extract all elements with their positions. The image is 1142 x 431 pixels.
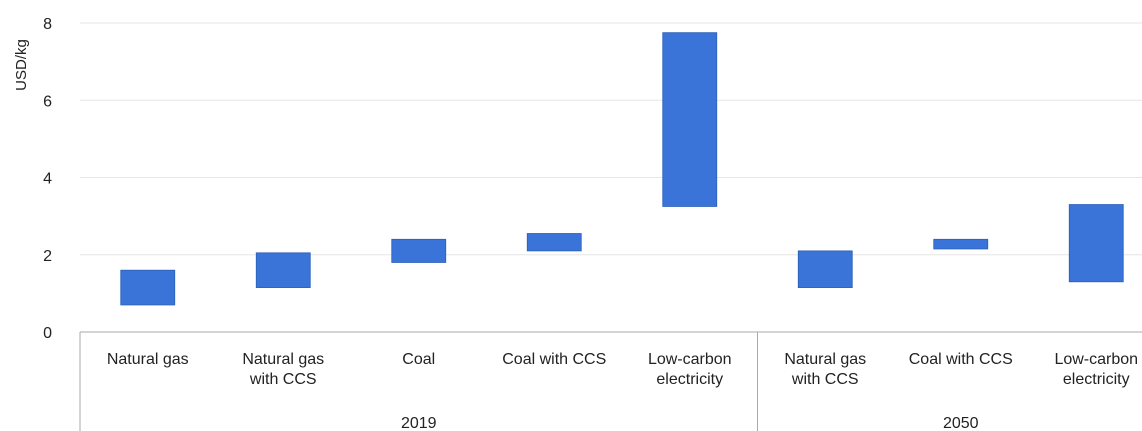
- x-tick-label: Natural gas: [107, 351, 189, 368]
- x-tick-label: Natural gas with CCS: [784, 351, 866, 388]
- y-tick-label: 4: [43, 171, 52, 188]
- x-tick-label: Coal: [402, 351, 435, 368]
- bar: [797, 250, 853, 288]
- bar: [933, 238, 989, 250]
- bar: [526, 233, 582, 252]
- bars: [120, 32, 1124, 306]
- bar: [662, 32, 718, 207]
- y-axis: 0 2 4 6 8: [43, 16, 52, 342]
- y-tick-label: 0: [43, 325, 52, 342]
- x-tick-label: Natural gas with CCS: [242, 351, 324, 388]
- group-label: 2019: [401, 415, 437, 431]
- bar: [391, 238, 447, 263]
- group-label: 2050: [943, 415, 979, 431]
- bar: [120, 269, 176, 306]
- y-tick-label: 6: [43, 93, 52, 110]
- x-tick-label: Low-carbon electricity: [1054, 351, 1138, 388]
- bar: [255, 252, 311, 288]
- bar: [1068, 204, 1124, 283]
- x-tick-label: Low-carbon electricity: [648, 351, 732, 388]
- y-tick-label: 2: [43, 248, 52, 265]
- y-tick-label: 8: [43, 16, 52, 33]
- x-tick-label: Coal with CCS: [909, 351, 1013, 368]
- x-tick-label: Coal with CCS: [502, 351, 606, 368]
- y-axis-title: USD/kg: [13, 39, 30, 91]
- x-axis: Natural gas Natural gas with CCS Coal Coal w…: [79, 331, 1142, 431]
- gridlines: [80, 22, 1142, 256]
